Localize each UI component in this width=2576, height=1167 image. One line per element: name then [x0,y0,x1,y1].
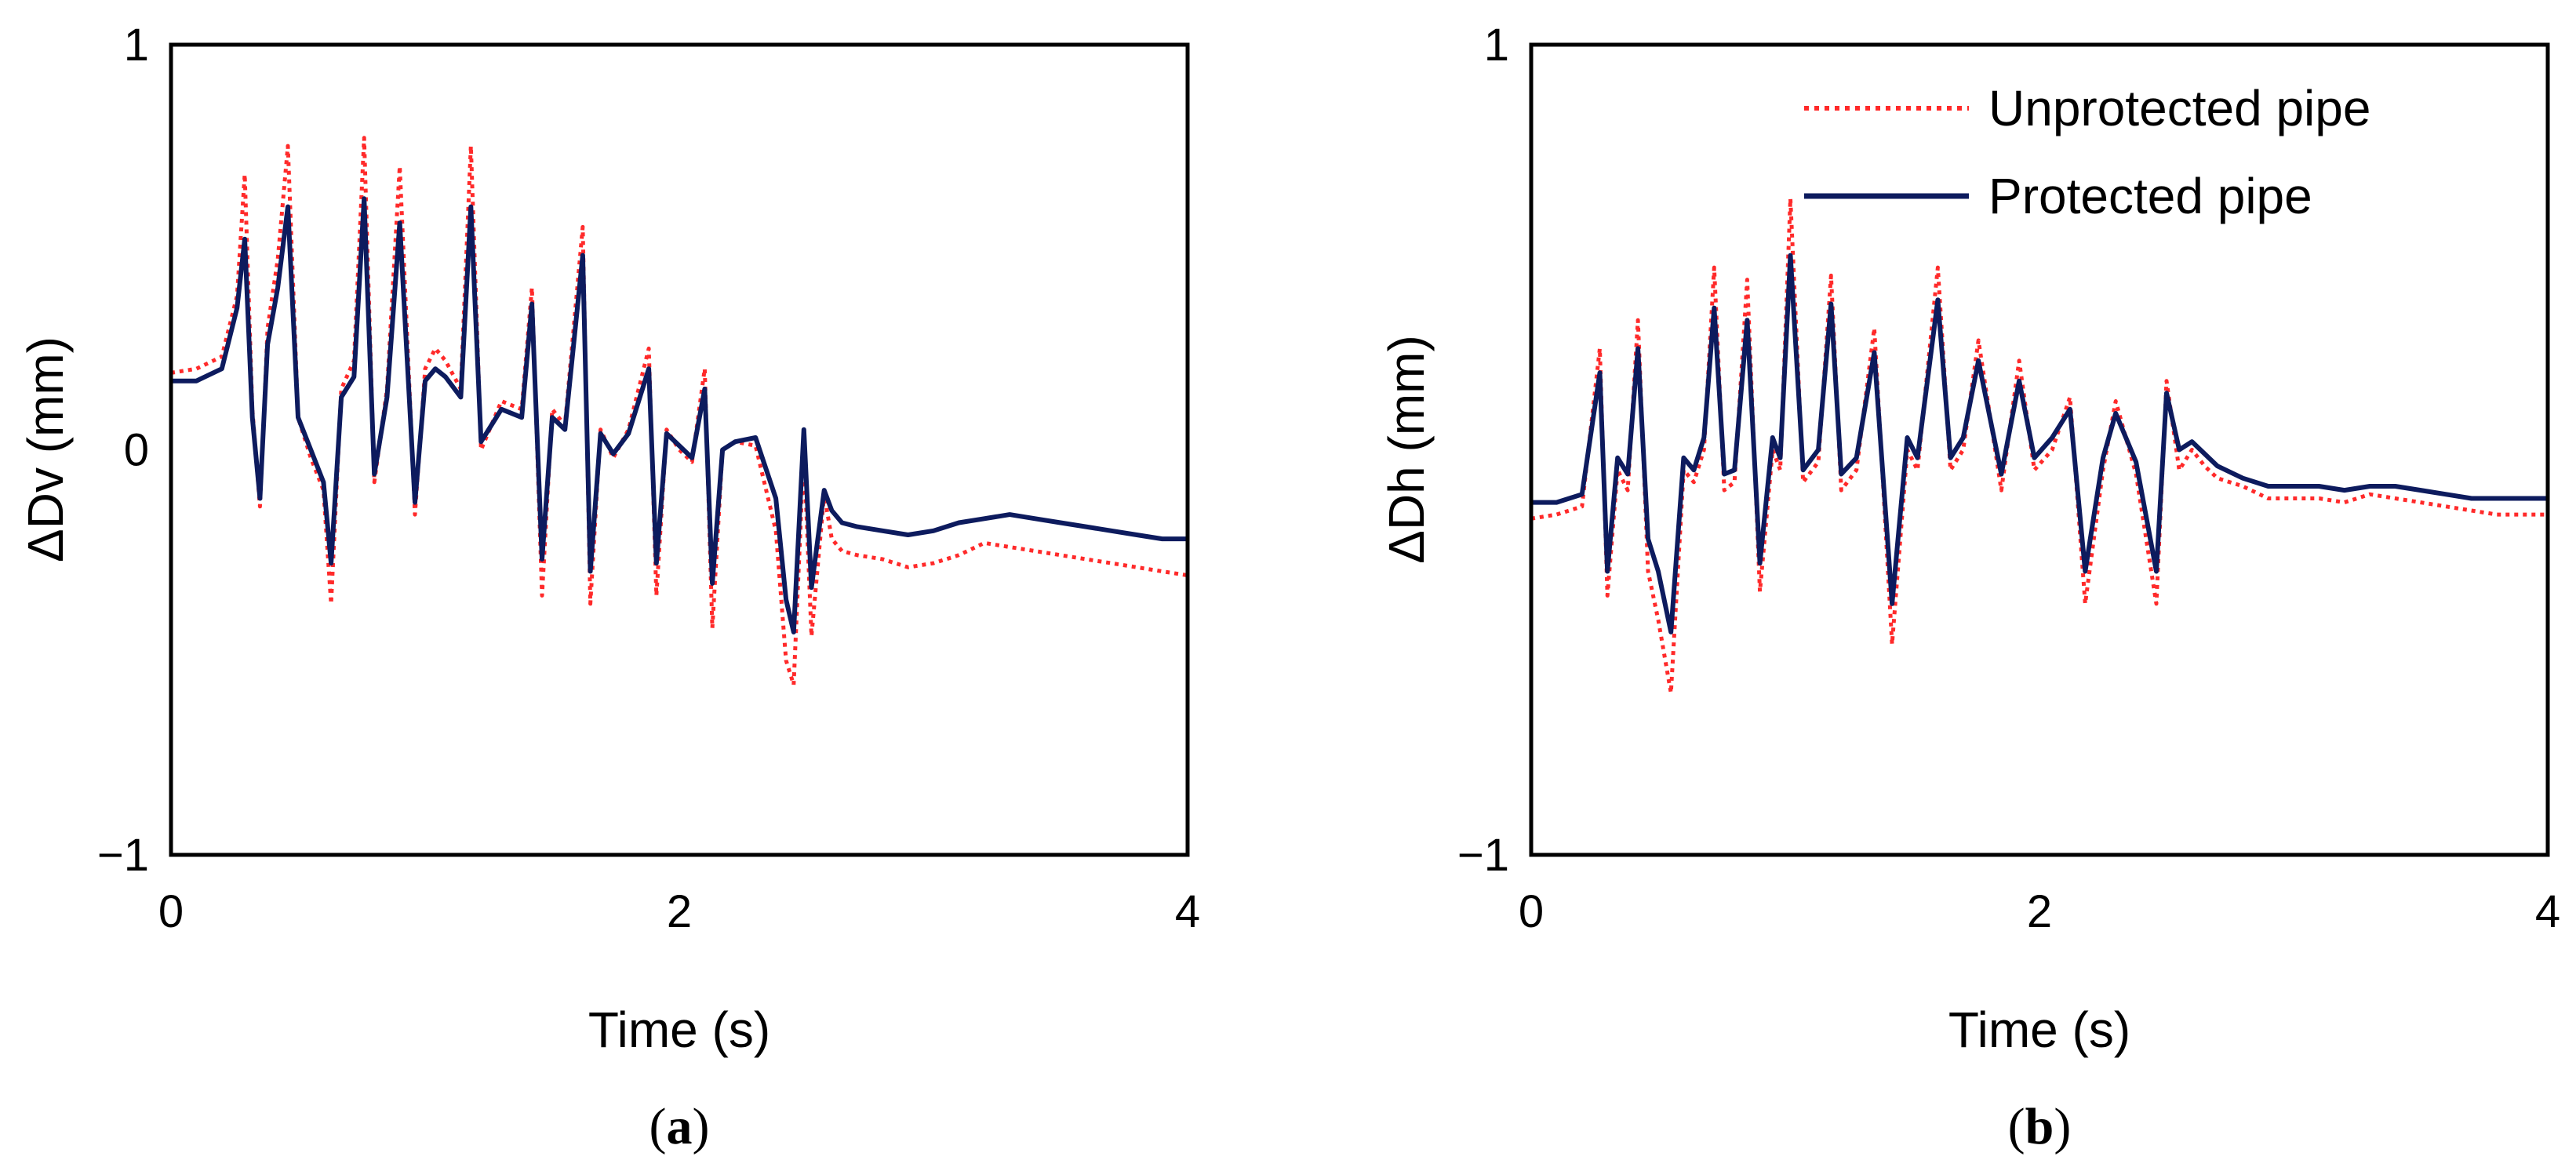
panel-b-xtick-label: 4 [2535,886,2560,937]
panel-a-ylabel: ΔDv (mm) [17,336,74,562]
panel-a: 0 2 410−1 Time (s) ΔDv (mm) (a) [17,20,1200,1155]
panel-a-series [171,136,1188,687]
legend-protected-label: Protected pipe [1988,168,2312,224]
panel-a-ticks: 0 2 410−1 [97,20,1200,937]
panel-a-ytick-label: −1 [97,830,149,881]
panel-b-series-unprotected [1531,196,2548,695]
panel-a-series-unprotected [171,136,1188,687]
panel-a-xtick-label: 2 [667,886,692,937]
panel-b-xlabel: Time (s) [1948,1002,2130,1058]
panel-a-xtick-label: 4 [1175,886,1200,937]
panel-a-series-protected [171,196,1188,634]
panel-a-ytick-label: 0 [124,425,149,476]
panel-b-ylabel: ΔDh (mm) [1378,335,1435,564]
panel-b-series-protected [1531,253,2548,634]
panel-b-frame [1529,42,2550,857]
panel-a-frame [169,42,1190,857]
panel-a-xtick-label: 0 [158,886,184,937]
panel-b-ytick-label: −1 [1457,830,1509,881]
panel-b-ticks: 0 2 4 1 −1 [1457,20,2560,937]
panel-b-xtick-label: 2 [2027,886,2052,937]
panel-b-xtick-label: 0 [1519,886,1544,937]
panel-b-series [1531,196,2548,695]
panel-a-label: (a) [649,1098,710,1155]
panel-b: 0 2 4 1 −1 Time (s) ΔDh (mm) (b) Unprotected… [1378,20,2560,1155]
panel-b-label: (b) [2008,1098,2072,1155]
panel-a-ytick-label: 1 [124,20,149,71]
legend-unprotected-label: Unprotected pipe [1988,80,2370,136]
legend: Unprotected pipe Protected pipe [1804,80,2370,224]
panel-b-ytick-label: 1 [1484,20,1509,71]
panel-a-xlabel: Time (s) [588,1002,770,1058]
